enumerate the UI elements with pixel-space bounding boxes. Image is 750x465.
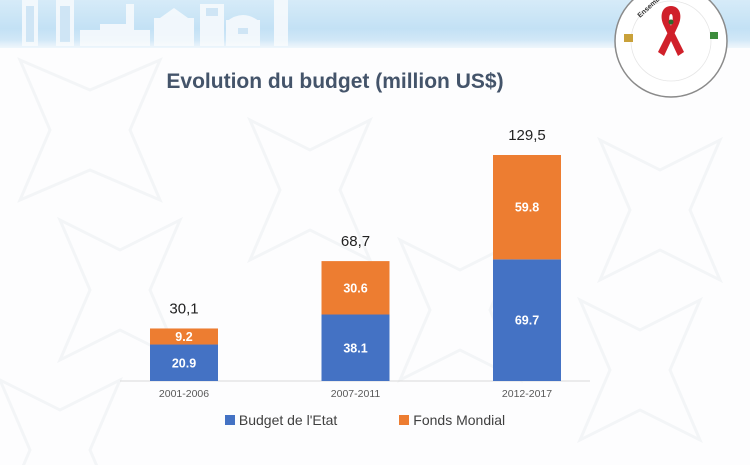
legend-swatch-fonds-mondial — [399, 415, 410, 425]
legend-label-budget-etat: Budget de l'Etat — [238, 412, 338, 428]
chart-title: Evolution du budget (million US$) — [166, 70, 504, 93]
x-tick-label-2007-2011: 2007-2011 — [331, 388, 381, 400]
bars-group: 20.9 9.2 30,1 2001-2006 38.1 30.6 68,7 2007-201… — [150, 127, 561, 400]
bar-value-label-fonds-mondial-2007-2011: 30.6 — [343, 281, 367, 295]
bar-segment-budget-etat-2007-2011 — [321, 314, 390, 381]
bar-segment-budget-etat-2012-2017 — [493, 259, 561, 381]
bar-segment-fonds-mondial-2007-2011 — [321, 261, 390, 315]
bar-segment-fonds-mondial-2001-2006 — [150, 328, 218, 345]
coat-of-arms-icon — [624, 34, 633, 42]
bar-total-label-2007-2011: 68,7 — [341, 233, 370, 250]
aids-campaign-logo: Ensemble contre le SIDA — [614, 0, 728, 98]
bar-segment-fonds-mondial-2012-2017 — [493, 155, 561, 260]
red-ribbon-icon — [658, 6, 684, 56]
bar-value-label-budget-etat-2007-2011: 38.1 — [343, 341, 367, 355]
x-tick-label-2001-2006: 2001-2006 — [159, 388, 209, 400]
bar-segment-budget-etat-2001-2006 — [150, 344, 218, 381]
legend-swatch-budget-etat — [224, 415, 235, 425]
legend-item-fonds-mondial: Fonds Mondial — [399, 412, 505, 428]
flag-icon — [710, 32, 718, 39]
bar-total-label-2012-2017: 129,5 — [508, 127, 546, 144]
legend-label-fonds-mondial: Fonds Mondial — [413, 412, 506, 428]
bar-value-label-fonds-mondial-2001-2006: 9.2 — [175, 330, 192, 344]
x-tick-label-2012-2017: 2012-2017 — [502, 388, 552, 400]
legend: Budget de l'Etat Fonds Mondial — [0, 412, 730, 428]
bar-value-label-budget-etat-2012-2017: 69.7 — [515, 314, 539, 328]
banner-fade — [0, 40, 750, 54]
bar-value-label-budget-etat-2001-2006: 20.9 — [172, 356, 196, 370]
bar-value-label-fonds-mondial-2012-2017: 59.8 — [515, 201, 539, 215]
legend-item-budget-etat: Budget de l'Etat — [224, 412, 338, 428]
bar-total-label-2001-2006: 30,1 — [169, 300, 198, 317]
